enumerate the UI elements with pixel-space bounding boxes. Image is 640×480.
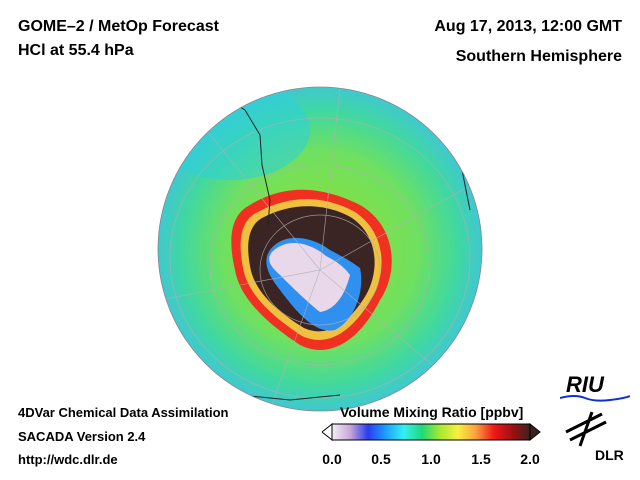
riu-logo: RIU bbox=[566, 372, 604, 398]
colorbar-gradient bbox=[331, 423, 531, 441]
dlr-logo-icon bbox=[565, 411, 607, 447]
footer-url-link[interactable]: http://wdc.dlr.de bbox=[18, 452, 118, 467]
colorbar-tick: 1.5 bbox=[471, 451, 491, 467]
colorbar-low-arrow bbox=[322, 422, 333, 442]
date-label: Aug 17, 2013, 12:00 GMT bbox=[434, 18, 622, 35]
colorbar-tick: 0.5 bbox=[371, 451, 391, 467]
riu-logo-wave bbox=[560, 395, 630, 402]
footer-assimilation: 4DVar Chemical Data Assimilation bbox=[18, 405, 229, 420]
colorbar-tick: 0.0 bbox=[322, 451, 342, 467]
colorbar bbox=[322, 422, 541, 442]
title-species: HCl at 55.4 hPa bbox=[18, 42, 134, 59]
title-product: GOME–2 / MetOp Forecast bbox=[18, 18, 219, 35]
colorbar-tick: 1.0 bbox=[421, 451, 441, 467]
colorbar-high-arrow bbox=[529, 422, 541, 442]
riu-logo-text: RIU bbox=[566, 372, 604, 397]
footer-version: SACADA Version 2.4 bbox=[18, 429, 146, 444]
region-label: Southern Hemisphere bbox=[455, 48, 622, 65]
dlr-logo-text: DLR bbox=[595, 447, 624, 463]
colorbar-tick: 2.0 bbox=[520, 451, 540, 467]
colorbar-title: Volume Mixing Ratio [ppbv] bbox=[340, 404, 524, 420]
